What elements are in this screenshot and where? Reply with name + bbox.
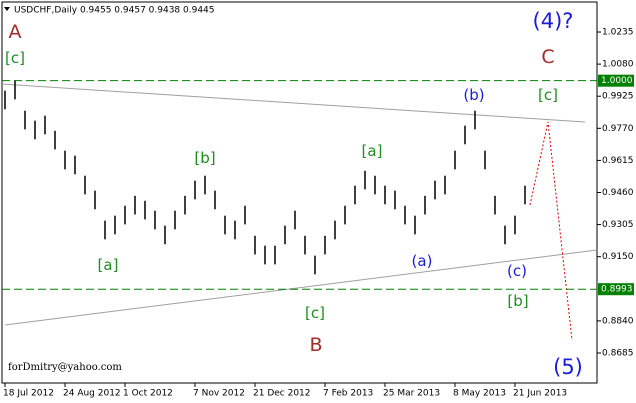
level-label: 0.8993 [601,285,633,295]
y-tick-label: 0.9615 [602,156,634,166]
x-tick-label: 8 May 2013 [453,389,506,399]
wave-label: C [541,46,555,68]
wave-label: (4)? [532,9,574,33]
level-label: 1.0000 [601,76,633,86]
x-tick-label: 7 Feb 2013 [323,389,373,399]
y-tick-label: 0.9305 [602,220,634,230]
plot-frame [1,1,598,384]
x-tick-label: 1 Oct 2012 [123,389,173,399]
wave-label: [b] [507,292,529,310]
y-tick-label: 0.8685 [602,348,634,358]
wave-label: B [309,334,323,356]
x-tick-label: 7 Nov 2012 [193,389,245,399]
y-tick-label: 0.9150 [602,252,634,262]
x-tick-label: 24 Aug 2012 [63,389,121,399]
x-tick-label: 18 Jul 2012 [3,389,54,399]
wave-label: [c] [538,86,558,104]
wave-label: [c] [5,49,25,67]
wave-label: (5) [553,355,583,379]
x-tick-label: 21 Dec 2012 [253,389,311,399]
chart-title: USDCHF,Daily 0.9455 0.9457 0.9438 0.9445 [14,6,215,16]
wave-label: (c) [507,262,527,280]
wave-label: A [8,21,22,43]
x-tick-label: 25 Mar 2013 [383,389,440,399]
level-box [598,283,634,296]
wave-label: (a) [411,252,433,270]
title-arrow [4,7,10,11]
signature: forDmitry@yahoo.com [8,362,122,373]
x-tick-label: 21 Jun 2013 [513,389,567,399]
y-tick-label: 1.0235 [602,28,634,38]
wave-label: [c] [305,304,325,322]
y-tick-label: 0.9925 [602,92,634,102]
y-tick-label: 1.0080 [602,60,634,70]
lower-trendline [4,249,598,326]
y-tick-label: 0.9770 [602,124,634,134]
wave-label: [a] [361,142,383,160]
forecast-path [529,121,573,341]
y-tick-label: 0.9460 [602,188,634,198]
y-tick-label: 0.8840 [602,316,634,326]
wave-label: (b) [463,86,485,104]
wave-label: [b] [194,149,216,167]
upper-trendline [1,83,586,123]
level-box [598,74,634,87]
wave-label: [a] [97,256,119,274]
